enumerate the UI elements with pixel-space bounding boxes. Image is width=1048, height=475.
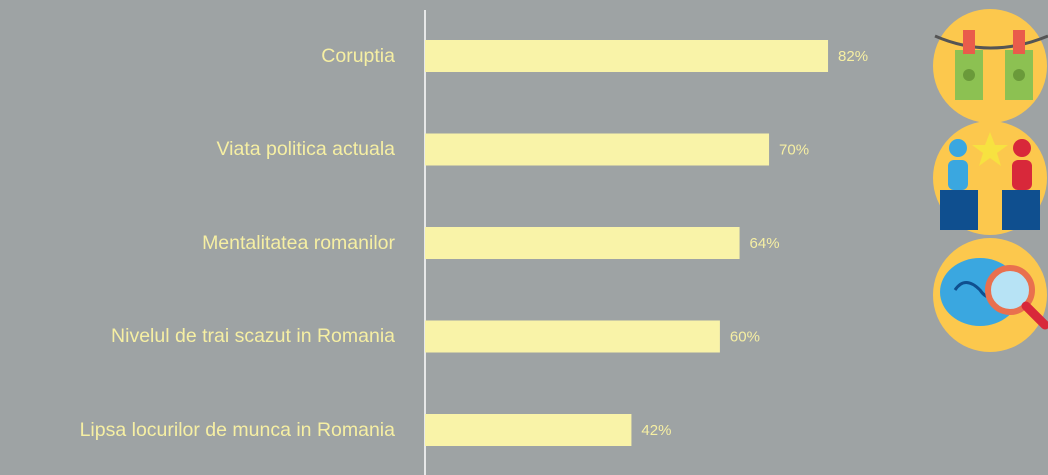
value-label: 70% [779, 141, 809, 158]
value-label: 60% [730, 328, 760, 345]
icon-brain [933, 238, 1048, 352]
category-label: Lipsa locurilor de munca in Romania [79, 418, 395, 441]
value-label: 82% [838, 48, 868, 65]
icon-politics [933, 121, 1047, 235]
bar [425, 227, 740, 259]
bar [425, 414, 632, 446]
bar [425, 40, 829, 72]
value-label: 42% [641, 422, 671, 439]
category-label: Mentalitatea romanilor [202, 231, 395, 254]
bar [425, 320, 720, 353]
category-label: Viata politica actuala [216, 138, 395, 160]
category-label: Coruptia [321, 44, 395, 67]
value-label: 64% [750, 235, 780, 252]
bar [425, 133, 770, 166]
category-label: Nivelul de trai scazut in Romania [111, 325, 395, 347]
icon-money [933, 9, 1048, 123]
